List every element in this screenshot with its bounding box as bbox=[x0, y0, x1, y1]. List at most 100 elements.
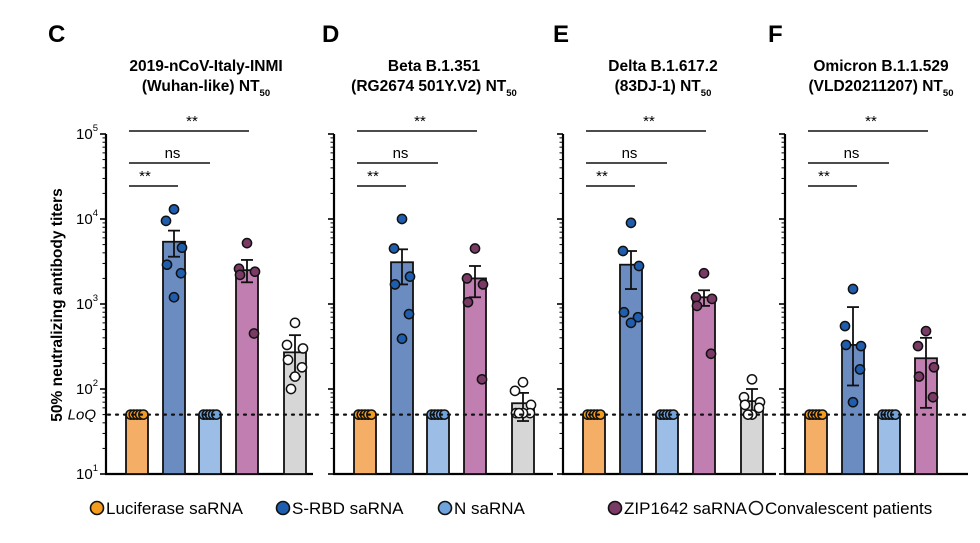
panel-d: D Beta B.1.351 (RG2674 501Y.V2) NT50 ** ns ** bbox=[322, 21, 563, 476]
data-point-zip bbox=[462, 296, 474, 308]
bar-n bbox=[877, 413, 901, 475]
bar-group-srbd bbox=[388, 213, 416, 475]
legend-item: N saRNA bbox=[437, 499, 526, 518]
data-point-srbd bbox=[632, 311, 644, 323]
data-point-srbd bbox=[618, 306, 630, 318]
data-point-zip bbox=[249, 266, 261, 278]
bar-group-luc bbox=[804, 409, 828, 475]
data-point-srbd bbox=[839, 320, 851, 332]
data-point-conv bbox=[517, 376, 529, 388]
data-point-srbd bbox=[389, 279, 401, 290]
data-point-zip bbox=[706, 293, 718, 305]
significance-label: ** bbox=[367, 168, 379, 185]
data-point-srbd bbox=[175, 267, 187, 279]
panels: 50% neutralizing antibody titers C 2019-nC… bbox=[48, 21, 970, 483]
panel-title-line2: (RG2674 501Y.V2) NT50 bbox=[351, 78, 517, 99]
bar-luc bbox=[804, 413, 828, 475]
bar-srbd bbox=[619, 263, 643, 475]
legend-item: ZIP1642 saRNA bbox=[607, 499, 747, 518]
data-point-srbd bbox=[633, 260, 645, 272]
data-point-srbd bbox=[403, 308, 415, 320]
significance-bracket: ** bbox=[357, 168, 406, 187]
data-point-zip bbox=[234, 269, 246, 281]
significance-bracket: ** bbox=[586, 113, 706, 132]
data-point-srbd bbox=[847, 283, 859, 295]
data-point-zip bbox=[913, 371, 925, 382]
panel-title-line1: Beta B.1.351 bbox=[388, 58, 481, 75]
data-point-zip bbox=[469, 243, 481, 254]
significance-bracket: ** bbox=[808, 113, 928, 132]
legend-item: Luciferase saRNA bbox=[89, 499, 244, 518]
data-point-zip bbox=[690, 291, 702, 303]
bar-group-zip bbox=[233, 237, 261, 475]
data-point-srbd bbox=[168, 291, 180, 303]
significance-label: ** bbox=[596, 168, 608, 185]
legend-marker bbox=[89, 500, 105, 516]
bar-group-srbd bbox=[160, 203, 188, 475]
bar-srbd bbox=[390, 261, 414, 475]
panel-letter: F bbox=[768, 21, 783, 48]
y-tick-label: 105 bbox=[76, 123, 98, 143]
data-point-zip bbox=[698, 267, 710, 279]
data-point-zip bbox=[477, 279, 489, 290]
bar-group-srbd bbox=[617, 217, 645, 475]
data-point-conv bbox=[289, 371, 301, 382]
data-point-zip bbox=[241, 237, 253, 249]
legend-marker bbox=[275, 500, 291, 516]
legend-label: Convalescent patients bbox=[765, 499, 932, 518]
panel-title-line2: (Wuhan-like) NT50 bbox=[142, 78, 270, 99]
bar-group-conv bbox=[738, 373, 766, 475]
significance-label: ** bbox=[414, 113, 426, 130]
panel-letter: D bbox=[322, 21, 339, 48]
significance-label: ns bbox=[165, 145, 181, 162]
significance-bracket: ** bbox=[808, 168, 857, 187]
data-point-conv bbox=[739, 399, 751, 411]
bar-zip bbox=[692, 296, 716, 475]
data-point-conv bbox=[513, 407, 525, 419]
panel-letter: E bbox=[553, 21, 569, 48]
significance-bracket: ns bbox=[357, 145, 438, 164]
data-point-conv bbox=[281, 339, 293, 351]
bar-group-srbd bbox=[839, 283, 867, 475]
bar-luc bbox=[582, 413, 606, 475]
loq-label: LoQ bbox=[68, 407, 97, 424]
significance-label: ** bbox=[139, 168, 151, 185]
panel-title-line1: 2019-nCoV-Italy-INMI bbox=[129, 58, 282, 75]
data-point-srbd bbox=[840, 339, 852, 351]
significance-label: ** bbox=[865, 113, 877, 130]
data-point-conv bbox=[285, 383, 297, 395]
data-point-zip bbox=[927, 391, 939, 403]
data-point-zip bbox=[912, 340, 924, 352]
y-tick-label: 103 bbox=[76, 293, 98, 313]
significance-label: ns bbox=[844, 145, 860, 162]
data-point-srbd bbox=[855, 340, 867, 352]
data-point-srbd bbox=[625, 217, 637, 229]
bar-zip bbox=[235, 269, 259, 475]
bar-luc bbox=[353, 413, 377, 475]
bar-group-zip bbox=[461, 243, 489, 475]
panel-title-line1: Delta B.1.617.2 bbox=[608, 58, 717, 75]
bar-group-zip bbox=[912, 325, 940, 475]
legend-label: Luciferase saRNA bbox=[106, 499, 244, 518]
data-point-srbd bbox=[847, 396, 859, 408]
data-point-srbd bbox=[396, 333, 408, 345]
y-tick-label: 101 bbox=[76, 463, 98, 483]
bar-luc bbox=[125, 413, 149, 475]
y-axis-label: 50% neutralizing antibody titers bbox=[49, 188, 66, 421]
y-tick-label: 104 bbox=[76, 208, 98, 228]
data-point-conv bbox=[296, 361, 308, 373]
panel-title-line2: (83DJ-1) NT50 bbox=[615, 78, 712, 99]
data-point-srbd bbox=[168, 203, 180, 215]
significance-bracket: ** bbox=[129, 168, 178, 187]
bar-n bbox=[655, 413, 679, 475]
significance-label: ns bbox=[393, 145, 409, 162]
legend: Luciferase saRNA S-RBD saRNA N saRNA ZIP164… bbox=[89, 499, 932, 518]
legend-label: S-RBD saRNA bbox=[292, 499, 404, 518]
legend-item: S-RBD saRNA bbox=[275, 499, 404, 518]
bar-group-n bbox=[877, 409, 901, 475]
significance-label: ** bbox=[818, 168, 830, 185]
data-point-srbd bbox=[625, 317, 637, 329]
panel-letter: C bbox=[48, 21, 65, 48]
bar-group-luc bbox=[582, 409, 606, 475]
